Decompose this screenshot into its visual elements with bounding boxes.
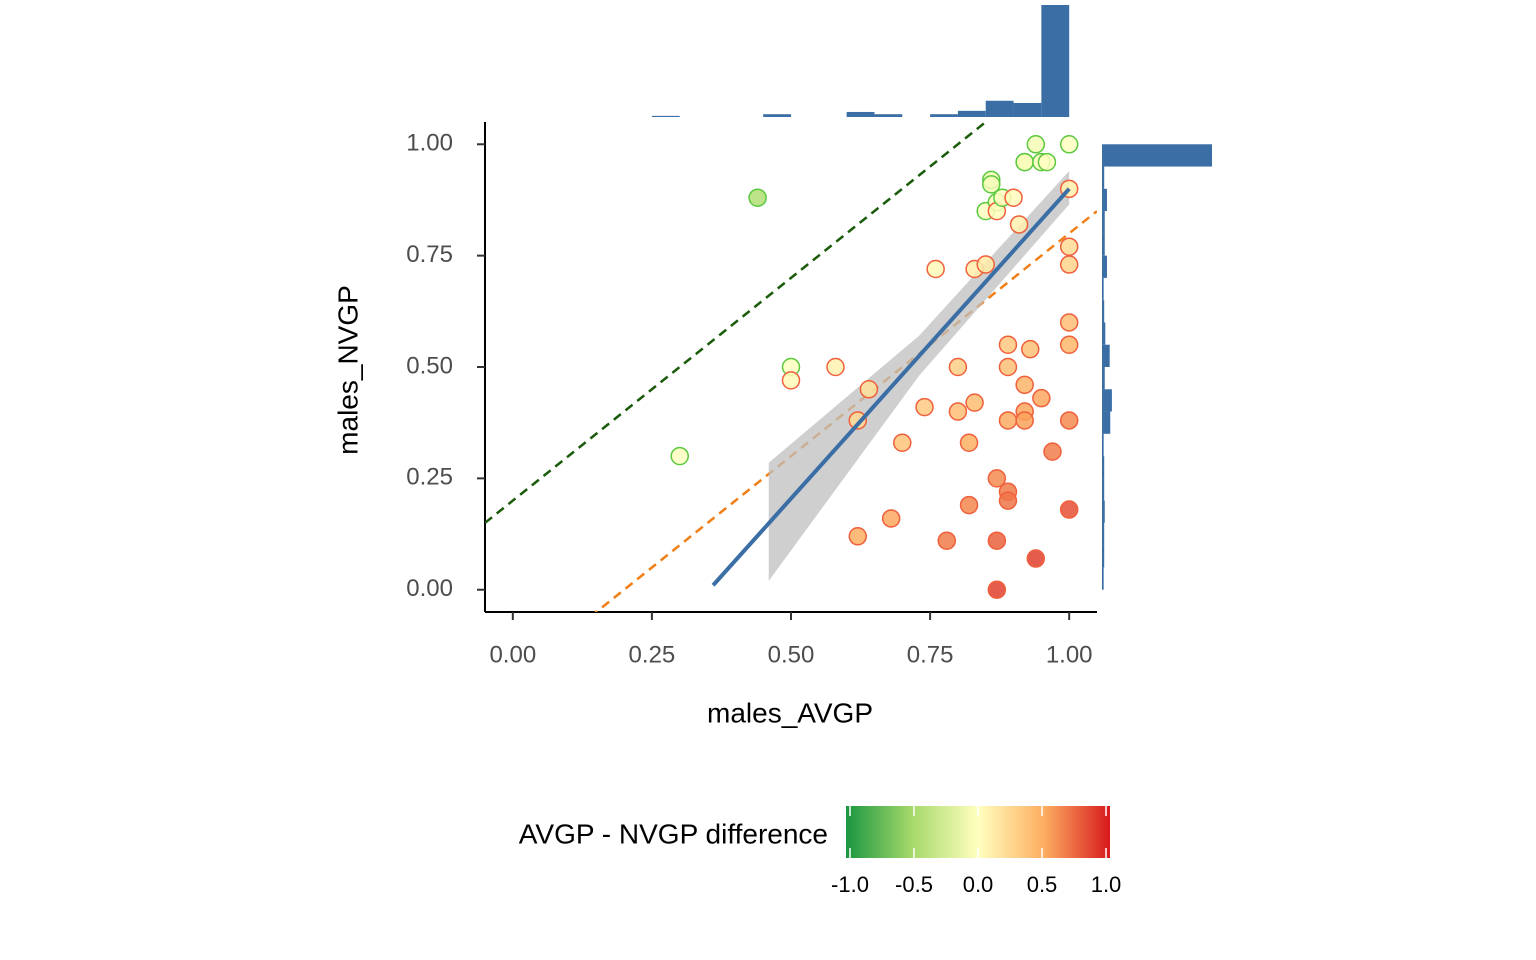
y-hist-bar [1102, 478, 1105, 501]
point [987, 580, 1007, 599]
point [1043, 442, 1062, 461]
y-hist-bar [1102, 500, 1105, 523]
point [1059, 255, 1079, 274]
y-hist-bar [1102, 522, 1105, 546]
point [1059, 313, 1079, 332]
point [1020, 339, 1040, 359]
colorbar-tick-label: 0.0 [963, 872, 994, 897]
y-hist-bar [1102, 389, 1112, 412]
x-tick-label: 1.00 [1046, 641, 1093, 668]
y-hist-bar [1102, 322, 1106, 345]
y-hist-bar [1102, 344, 1110, 367]
point [926, 259, 945, 279]
point [987, 531, 1007, 550]
point [948, 357, 968, 377]
colorbar-tick-label: 1.0 [1091, 872, 1122, 897]
point [781, 371, 801, 390]
point [998, 335, 1018, 354]
reference-line [485, 122, 988, 524]
x-hist-bar [846, 111, 875, 117]
point [948, 402, 968, 421]
x-hist-bar [930, 114, 958, 117]
point [998, 411, 1018, 430]
y-tick-label: 1.00 [406, 130, 453, 157]
point [1059, 135, 1079, 154]
x-tick-label: 0.75 [907, 641, 954, 668]
x-hist-bar [1041, 5, 1070, 117]
y-tick-label: 0.00 [406, 575, 453, 602]
y-hist-bar [1102, 144, 1212, 167]
point [976, 255, 995, 274]
colorbar-tick-label: 0.5 [1027, 872, 1058, 897]
y-hist-bar [1102, 567, 1104, 590]
point [998, 491, 1018, 510]
point [1037, 152, 1057, 172]
y-tick-label: 0.75 [406, 241, 453, 268]
x-tick-label: 0.00 [489, 641, 536, 668]
point [859, 380, 879, 399]
point [1009, 215, 1029, 234]
x-axis-label: males_AVGP [707, 697, 873, 728]
point [959, 433, 979, 452]
point [998, 357, 1018, 377]
point [987, 469, 1007, 488]
point [1032, 388, 1051, 408]
y-hist-bar [1102, 367, 1105, 390]
point [937, 531, 957, 550]
x-hist-bar [651, 115, 680, 117]
y-hist-bar [1102, 411, 1111, 434]
point [1026, 549, 1046, 568]
point [965, 393, 984, 412]
y-hist-bar [1102, 300, 1105, 323]
colorbar-tick-label: -1.0 [831, 872, 869, 897]
point [1015, 411, 1034, 430]
x-hist-bar [985, 100, 1014, 117]
point [982, 175, 1001, 194]
point [893, 433, 912, 452]
x-hist-bar [763, 114, 791, 117]
colorbar-tick-label: -0.5 [895, 872, 933, 897]
x-hist-bar [874, 114, 903, 117]
point [670, 446, 689, 466]
point [1004, 188, 1023, 207]
point [959, 495, 979, 515]
y-hist-bar [1102, 233, 1105, 256]
x-tick-label: 0.50 [768, 641, 815, 668]
legend-title: AVGP - NVGP difference [519, 818, 828, 849]
y-hist-bar [1102, 255, 1107, 278]
y-hist-bar [1102, 433, 1104, 457]
y-axis-label: males_NVGP [332, 285, 363, 455]
plot-area [485, 122, 1097, 612]
point [915, 397, 934, 417]
y-hist-bar [1102, 456, 1105, 479]
point [881, 509, 901, 528]
point [748, 188, 767, 207]
point [826, 357, 845, 377]
fit-line [711, 187, 1071, 587]
point [848, 411, 868, 430]
point [1059, 335, 1079, 354]
y-tick-label: 0.50 [406, 352, 453, 379]
y-hist-bar [1102, 166, 1105, 189]
x-hist-bar [1013, 103, 1042, 117]
point [1059, 237, 1079, 256]
point [1059, 500, 1079, 519]
y-hist-bar [1102, 277, 1104, 301]
y-hist-bar [1102, 188, 1107, 212]
x-hist-bar [957, 110, 986, 117]
point [1059, 411, 1079, 430]
y-hist-bar [1102, 545, 1105, 568]
point [1015, 152, 1034, 172]
point [848, 527, 868, 546]
point [1015, 375, 1034, 395]
point [1026, 135, 1046, 154]
y-hist-bar [1102, 211, 1105, 234]
x-tick-label: 0.25 [629, 641, 676, 668]
y-tick-label: 0.25 [406, 464, 453, 491]
